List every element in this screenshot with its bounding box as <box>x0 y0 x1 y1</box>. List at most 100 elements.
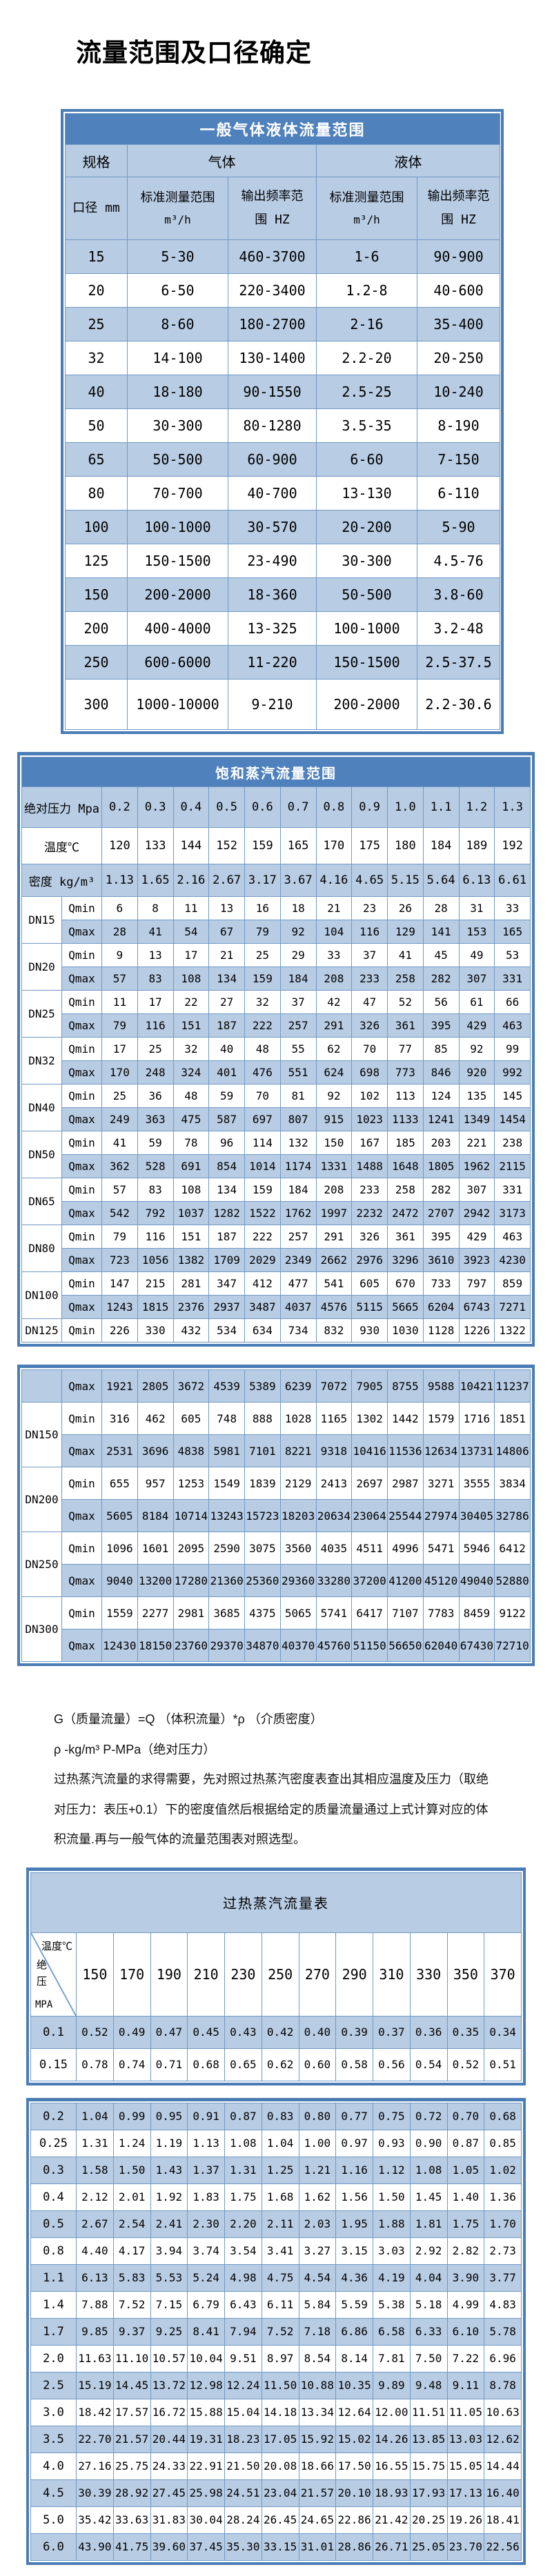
density-cell: 14.45 <box>112 2371 151 2399</box>
cell-gas-freq: 18-360 <box>228 577 317 612</box>
qmin-value: 1028 <box>279 1402 317 1435</box>
density-value: 4.65 <box>351 864 388 897</box>
density-cell: 8.14 <box>335 2344 373 2372</box>
density-cell: 6.11 <box>261 2290 299 2319</box>
temperature-value: 152 <box>208 827 245 864</box>
qmin-value: 22 <box>172 990 210 1014</box>
qmax-value: 45760 <box>315 1629 353 1662</box>
qmax-value: 475 <box>172 1107 210 1131</box>
qmax-value: 698 <box>351 1060 388 1084</box>
qmin-value: 429 <box>458 1225 495 1249</box>
density-cell: 0.87 <box>446 2129 485 2157</box>
density-cell: 15.19 <box>76 2371 114 2399</box>
superheated-row: 4.0 27.16 25.75 24.33 22.91 21.50 20.08 18.66 17… <box>30 2452 522 2480</box>
qmax-label: Qmax <box>61 920 102 944</box>
qmin-value: 59 <box>137 1131 174 1155</box>
steam-row-qmin: DN32 Qmin 17 25 32 40 48 55 62 70 77 85 92 99 <box>21 1037 531 1084</box>
qmax-value: 5115 <box>351 1295 388 1319</box>
cell-liquid-range: 2.5-25 <box>316 375 417 409</box>
density-cell: 10.35 <box>335 2371 373 2399</box>
qmin-value: 21 <box>208 943 245 967</box>
density-cell: 17.05 <box>261 2425 299 2453</box>
steam-row-qmin: DN15 Qmin 6 8 11 13 16 18 21 23 26 28 31 33 <box>21 896 531 944</box>
density-cell: 0.75 <box>373 2102 411 2130</box>
qmax-value: 72710 <box>494 1629 531 1662</box>
cell-liquid-freq: 3.8-60 <box>416 577 501 612</box>
superheated-row: 6.0 43.90 41.75 39.60 37.45 35.30 33.15 31.01 28… <box>30 2533 522 2561</box>
qmax-value: 291 <box>315 1013 353 1038</box>
qmax-value: 5389 <box>244 1369 281 1403</box>
density-cell: 8.54 <box>298 2344 337 2372</box>
range-header-label: 标准测量范围 <box>329 190 404 205</box>
density-cell: 20.44 <box>150 2425 188 2453</box>
cell-pressure: 0.4 <box>30 2183 77 2211</box>
density-cell: 2.11 <box>261 2210 299 2238</box>
qmax-value: 257 <box>279 1013 317 1038</box>
density-cell: 2.20 <box>224 2210 262 2238</box>
density-cell: 1.08 <box>409 2156 448 2184</box>
qmin-value: 13 <box>137 943 174 967</box>
superheated-row: 2.0 11.63 11.10 10.57 10.04 9.51 8.97 8.54 8.14 7… <box>30 2344 522 2372</box>
qmax-value: 1997 <box>315 1201 353 1225</box>
density-cell: 1.92 <box>150 2183 188 2211</box>
density-cell: 12.24 <box>224 2371 262 2399</box>
qmax-label: Qmax <box>61 1434 102 1467</box>
qmin-value: 48 <box>244 1037 281 1061</box>
spec-header: 规格 <box>65 144 128 177</box>
general-flow-row: 20 6-50 220-3400 1.2-8 40-600 <box>65 273 501 308</box>
density-cell: 15.05 <box>446 2452 485 2480</box>
qmax-value: 807 <box>279 1107 317 1131</box>
density-cell: 1.43 <box>150 2156 188 2184</box>
density-cell: 1.00 <box>298 2129 337 2157</box>
density-cell: 13.72 <box>150 2371 188 2399</box>
density-value: 6.61 <box>494 864 531 897</box>
density-cell: 1.95 <box>335 2210 373 2238</box>
density-cell: 1.31 <box>224 2156 262 2184</box>
density-cell: 30.04 <box>187 2506 225 2534</box>
steam-row-qmax: Qmax 542 792 1037 1282 1522 1762 1997 2232 2472 27… <box>22 1201 531 1225</box>
qmax-value: 116 <box>137 1013 174 1038</box>
qmax-value: 1962 <box>458 1154 495 1178</box>
qmax-value: 476 <box>244 1060 281 1084</box>
freq-header-unit: 围 HZ <box>441 212 476 227</box>
temperature-value: 144 <box>172 827 210 864</box>
qmin-value: 1579 <box>422 1402 460 1435</box>
cell-pressure: 1.4 <box>30 2290 77 2319</box>
qmax-value: 23064 <box>351 1499 388 1532</box>
qmax-value: 8755 <box>387 1369 424 1403</box>
pressure-value: 1.1 <box>422 786 460 828</box>
qmin-value: 1128 <box>422 1318 460 1343</box>
density-cell: 17.93 <box>409 2479 448 2507</box>
density-cell: 0.87 <box>224 2102 262 2130</box>
qmin-value: 221 <box>458 1131 495 1155</box>
superheated-row: 3.0 18.42 17.57 16.72 15.88 15.04 14.18 13.34 12… <box>30 2398 522 2426</box>
cell-gas-range: 50-500 <box>127 442 228 477</box>
qmax-value: 151 <box>172 1013 210 1038</box>
qmin-value: 2129 <box>279 1467 317 1500</box>
general-flow-row: 125 150-1500 23-490 30-300 4.5-76 <box>65 544 501 578</box>
superheated-row: 5.0 35.42 33.63 31.83 30.04 28.24 26.45 24.65 22… <box>30 2506 522 2534</box>
qmin-value: 114 <box>244 1131 281 1155</box>
qmax-value: 170 <box>101 1060 138 1084</box>
qmin-value: 48 <box>172 1084 210 1108</box>
cell-gas-range: 400-4000 <box>127 611 228 646</box>
qmax-value: 2349 <box>279 1248 317 1272</box>
qmin-value: 66 <box>494 990 531 1014</box>
density-cell: 24.33 <box>150 2452 188 2480</box>
qmax-value: 23760 <box>172 1629 210 1662</box>
density-cell: 1.50 <box>373 2183 411 2211</box>
qmax-value: 5981 <box>208 1434 245 1467</box>
qmax-value: 551 <box>279 1060 317 1084</box>
qmin-value: 42 <box>315 990 353 1014</box>
qmax-value: 129 <box>387 920 424 944</box>
qmax-value: 324 <box>172 1060 210 1084</box>
cell-diameter: 150 <box>65 577 128 612</box>
density-cell: 7.94 <box>224 2317 262 2346</box>
density-value: 4.16 <box>315 864 353 897</box>
qmin-value: 258 <box>387 1178 424 1202</box>
general-flow-row: 65 50-500 60-900 6-60 7-150 <box>65 442 501 477</box>
density-cell: 1.21 <box>298 2156 337 2184</box>
gas-header: 气体 <box>127 144 317 177</box>
qmax-value: 10714 <box>172 1499 210 1532</box>
qmin-value: 655 <box>101 1467 138 1500</box>
